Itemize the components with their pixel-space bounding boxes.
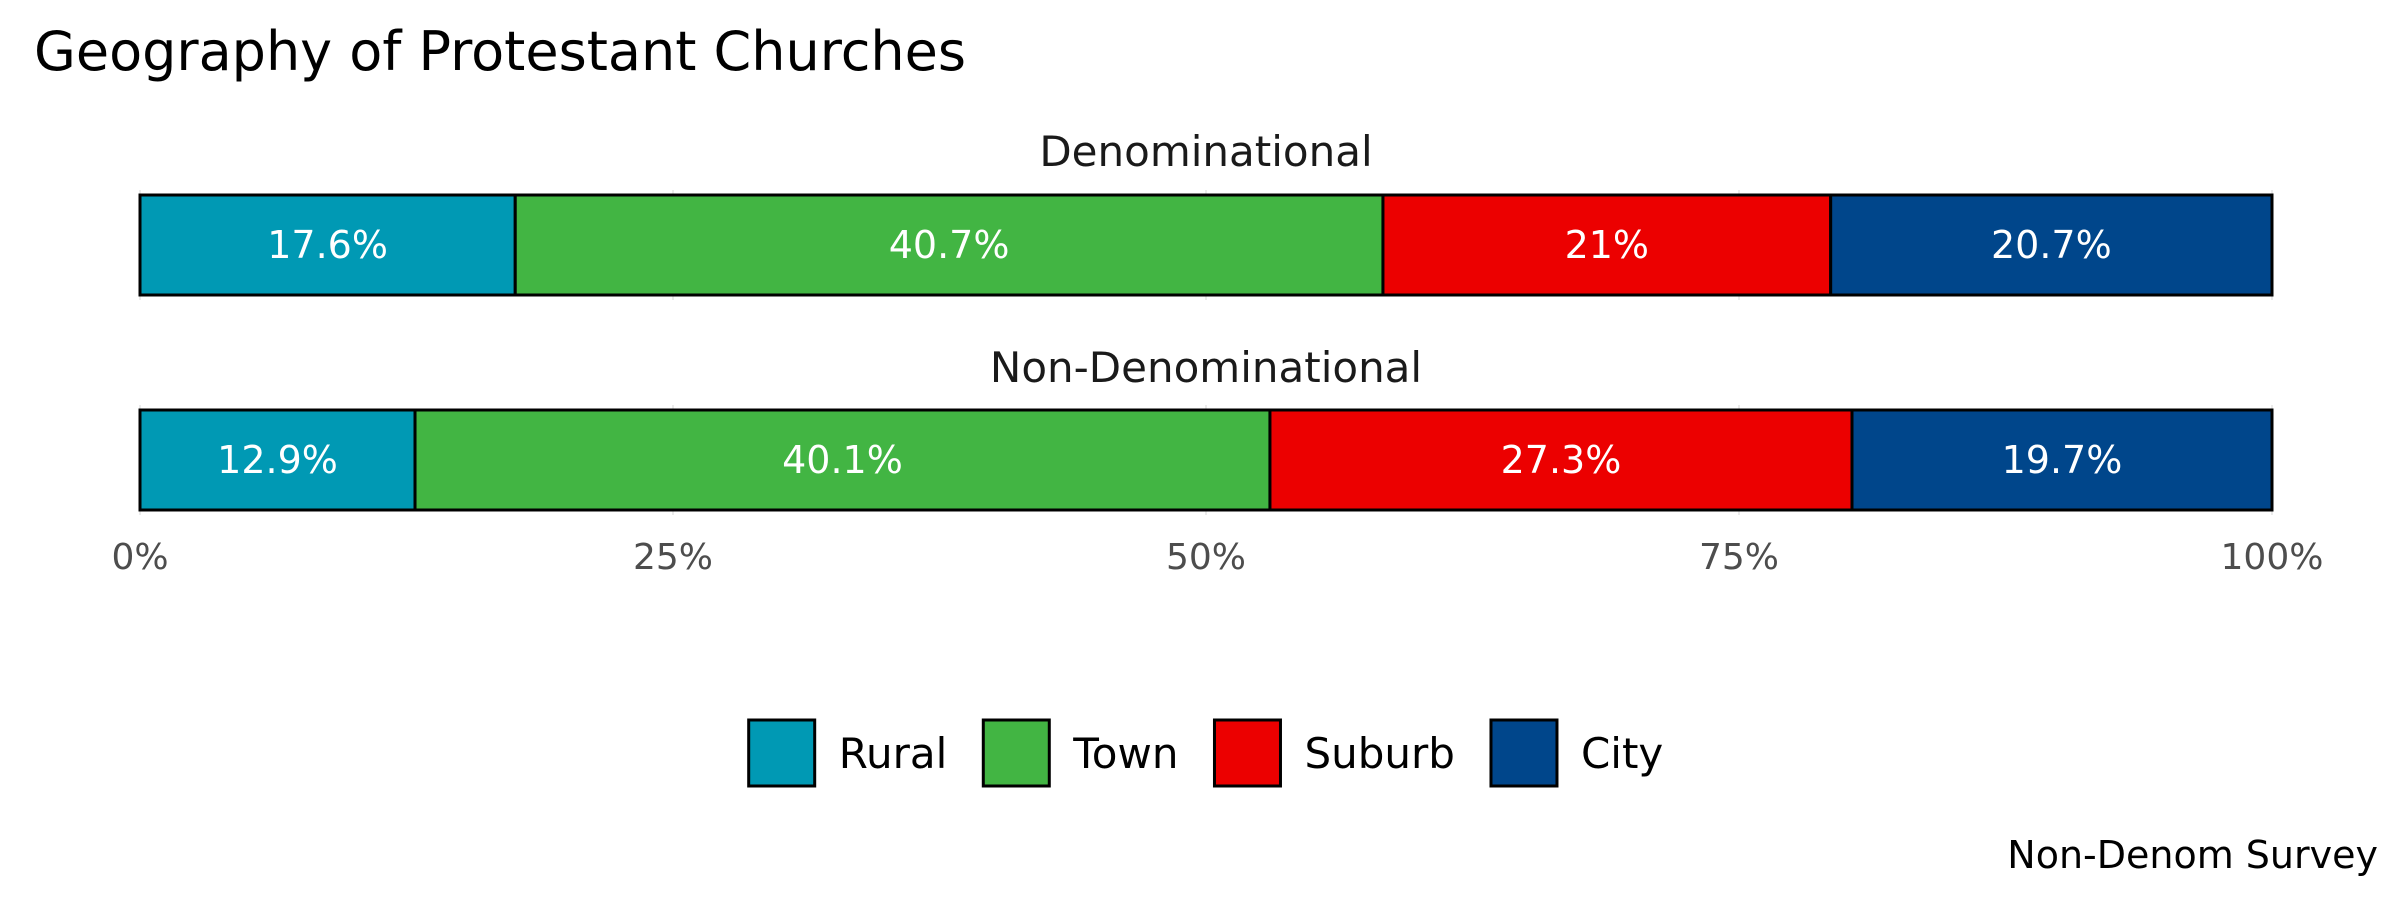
facet-label-non-denominational: Non-Denominational xyxy=(990,343,1422,392)
facet-non-denominational: Non-Denominational 12.9% 40.1% 27.3% 19.7% xyxy=(138,343,2274,512)
data-label-non-denominational-city: 19.7% xyxy=(2002,438,2123,482)
data-label-denominational-rural: 17.6% xyxy=(267,223,388,267)
x-tick-label-100: 100% xyxy=(2221,537,2324,578)
bar-segment-denominational-city xyxy=(1829,193,2274,297)
bar-segment-denominational-suburb xyxy=(1381,193,1833,297)
facet-denominational: Denominational 17.6% 40.7% 21% 20.7% xyxy=(138,127,2274,297)
data-label-denominational-suburb: 21% xyxy=(1565,223,1649,267)
legend-key-city xyxy=(1489,718,1559,788)
legend-label-city: City xyxy=(1581,729,1663,778)
x-tick-label-0: 0% xyxy=(111,537,168,578)
legend-item-city: City xyxy=(1489,718,1663,788)
bar-segment-non-denominational-rural xyxy=(138,408,417,512)
legend-item-rural: Rural xyxy=(747,718,948,788)
legend-key-town xyxy=(981,718,1051,788)
legend-item-suburb: Suburb xyxy=(1212,718,1455,788)
legend-item-town: Town xyxy=(981,718,1178,788)
bar-segment-non-denominational-city xyxy=(1850,408,2274,512)
data-label-denominational-city: 20.7% xyxy=(1991,223,2112,267)
x-axis: 0% 25% 50% 75% 100% xyxy=(111,537,2323,578)
legend-label-rural: Rural xyxy=(839,729,948,778)
x-tick-label-25: 25% xyxy=(633,537,713,578)
bar-segment-denominational-town xyxy=(513,193,1385,297)
chart-title: Geography of Protestant Churches xyxy=(34,20,966,83)
chart-caption: Non-Denom Survey xyxy=(2007,833,2378,877)
bar-segment-non-denominational-town xyxy=(413,408,1272,512)
x-tick-label-75: 75% xyxy=(1699,537,1779,578)
data-label-denominational-town: 40.7% xyxy=(889,223,1010,267)
bar-segment-denominational-rural xyxy=(138,193,517,297)
legend-key-suburb xyxy=(1212,718,1282,788)
facet-label-denominational: Denominational xyxy=(1039,127,1372,176)
legend-key-rural xyxy=(747,718,817,788)
data-label-non-denominational-suburb: 27.3% xyxy=(1501,438,1622,482)
legend: Rural Town Suburb City xyxy=(747,718,1663,788)
legend-label-town: Town xyxy=(1072,729,1178,778)
bar-segment-non-denominational-suburb xyxy=(1268,408,1854,512)
facet-panels: Denominational 17.6% 40.7% 21% 20.7% Non-Deno… xyxy=(138,127,2274,512)
data-label-non-denominational-town: 40.1% xyxy=(782,438,903,482)
legend-label-suburb: Suburb xyxy=(1304,729,1455,778)
data-label-non-denominational-rural: 12.9% xyxy=(217,438,338,482)
x-tick-label-50: 50% xyxy=(1166,537,1246,578)
